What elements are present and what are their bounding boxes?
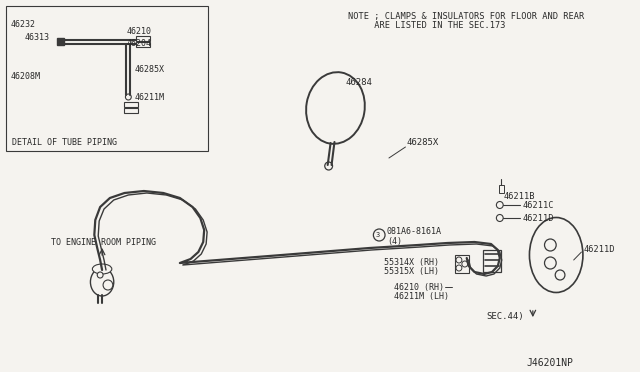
Circle shape bbox=[103, 280, 113, 290]
Circle shape bbox=[456, 257, 462, 263]
Circle shape bbox=[462, 261, 468, 267]
Circle shape bbox=[125, 94, 131, 100]
Circle shape bbox=[497, 215, 503, 221]
Bar bbox=[124, 108, 138, 113]
Ellipse shape bbox=[92, 264, 112, 274]
Text: 46210: 46210 bbox=[127, 27, 152, 36]
Ellipse shape bbox=[90, 268, 114, 296]
Text: 55315X (LH): 55315X (LH) bbox=[384, 267, 439, 276]
Text: (4): (4) bbox=[387, 237, 402, 246]
Text: 46285X: 46285X bbox=[406, 138, 438, 147]
Bar bbox=[455, 255, 468, 273]
Text: 46211D: 46211D bbox=[584, 245, 615, 254]
Text: 55314X (RH): 55314X (RH) bbox=[384, 258, 439, 267]
Bar bbox=[6, 6, 208, 151]
Text: TO ENGINE ROOM PIPING: TO ENGINE ROOM PIPING bbox=[51, 238, 156, 247]
Text: NOTE ; CLAMPS & INSULATORS FOR FLOOR AND REAR: NOTE ; CLAMPS & INSULATORS FOR FLOOR AND… bbox=[348, 12, 584, 21]
Circle shape bbox=[556, 270, 565, 280]
Bar bbox=[58, 38, 64, 45]
Text: 46211M: 46211M bbox=[134, 93, 164, 102]
Text: 46204: 46204 bbox=[127, 39, 152, 48]
Text: 46211B: 46211B bbox=[504, 192, 535, 201]
Bar bbox=[136, 36, 150, 41]
Text: 46232: 46232 bbox=[11, 20, 36, 29]
Text: 46211C: 46211C bbox=[522, 201, 554, 210]
Text: ARE LISTED IN THE SEC.173: ARE LISTED IN THE SEC.173 bbox=[348, 21, 506, 30]
Circle shape bbox=[456, 265, 462, 271]
Circle shape bbox=[373, 229, 385, 241]
Circle shape bbox=[497, 202, 503, 208]
Text: 46313: 46313 bbox=[24, 33, 49, 42]
Text: SEC.44): SEC.44) bbox=[486, 312, 524, 321]
Text: 3: 3 bbox=[375, 232, 380, 238]
Bar bbox=[136, 42, 150, 47]
Circle shape bbox=[545, 239, 556, 251]
Text: J46201NP: J46201NP bbox=[527, 358, 573, 368]
Bar bbox=[483, 250, 500, 272]
Text: DETAIL OF TUBE PIPING: DETAIL OF TUBE PIPING bbox=[12, 138, 116, 147]
Circle shape bbox=[324, 162, 333, 170]
Circle shape bbox=[97, 272, 103, 278]
Text: 46211D: 46211D bbox=[522, 214, 554, 223]
Text: 081A6-8161A: 081A6-8161A bbox=[387, 227, 442, 236]
Text: 46285X: 46285X bbox=[134, 65, 164, 74]
Text: 46208M: 46208M bbox=[11, 72, 41, 81]
Bar bbox=[124, 102, 138, 107]
Circle shape bbox=[545, 257, 556, 269]
Bar bbox=[499, 185, 504, 193]
Text: 46210 (RH): 46210 (RH) bbox=[394, 283, 444, 292]
Text: 46211M (LH): 46211M (LH) bbox=[394, 292, 449, 301]
Text: 46284: 46284 bbox=[345, 78, 372, 87]
